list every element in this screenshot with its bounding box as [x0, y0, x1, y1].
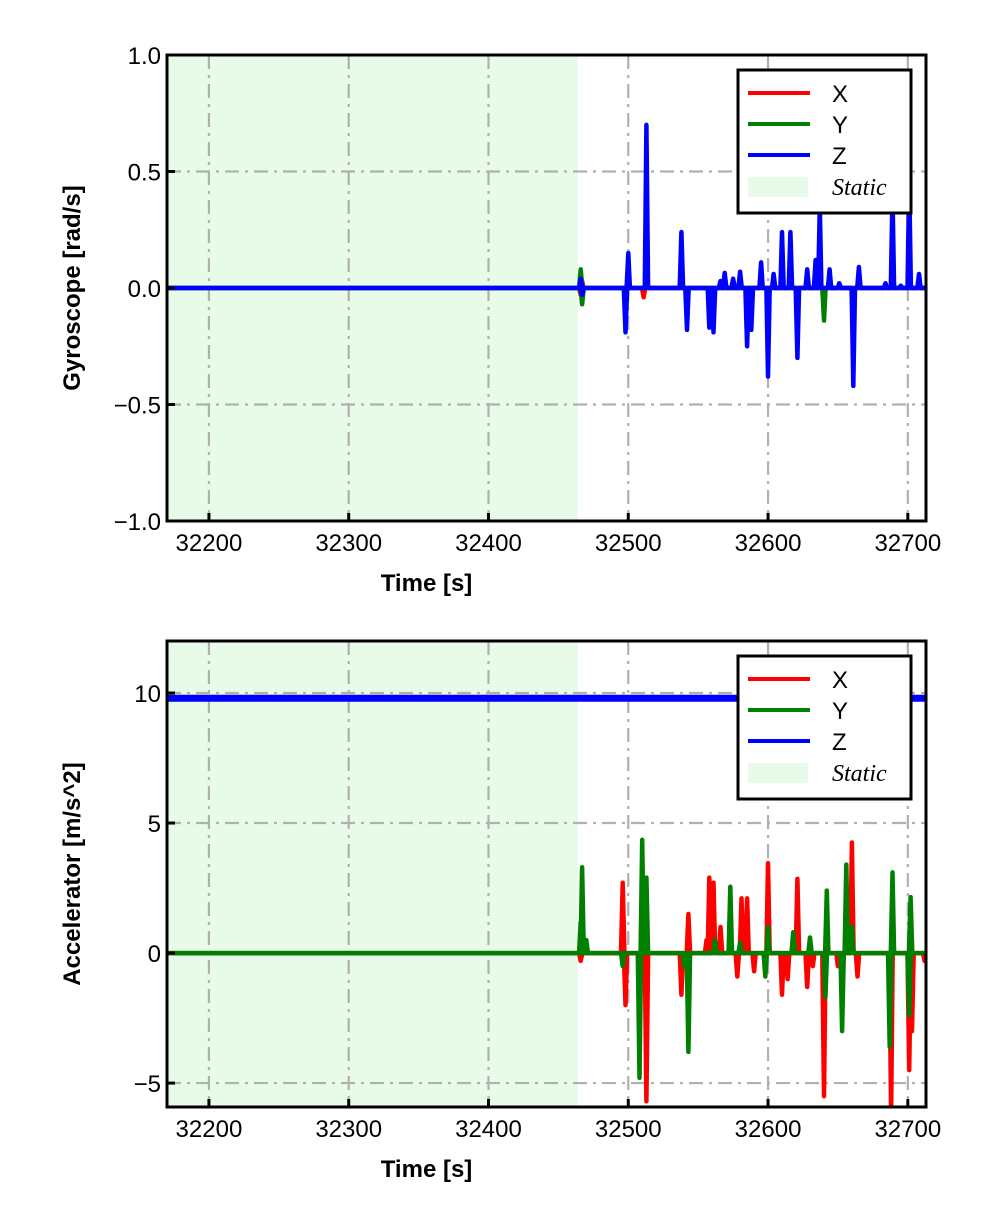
axes-frame: [165, 639, 928, 1109]
y-tick-label: 0.0: [128, 276, 161, 303]
x-axis-label: Time [s]: [381, 1156, 473, 1183]
x-tick-label: 32200: [176, 1116, 243, 1143]
x-tick-label: 32600: [735, 1116, 802, 1143]
legend-label-x: X: [832, 667, 848, 694]
x-tick-label: 32300: [315, 530, 382, 557]
y-axis-label: Gyroscope [rad/s]: [59, 185, 86, 390]
legend-label-z: Z: [832, 143, 847, 170]
legend-label-y: Y: [832, 112, 848, 139]
legend-label-y: Y: [832, 698, 848, 725]
x-axis-label: Time [s]: [381, 570, 473, 597]
static-region: [167, 641, 578, 1107]
legend-label-z: Z: [832, 729, 847, 756]
y-tick-label: 0.5: [128, 160, 161, 187]
series-line-y: [167, 837, 926, 1081]
x-tick-label: 32700: [874, 1116, 941, 1143]
gyroscope-chart: 32200 32300 32400 32500 32600 32700 1.0 0.5 0.0 −…: [59, 43, 941, 597]
legend-swatch-static: [748, 177, 808, 197]
x-tick-label: 32400: [455, 1116, 522, 1143]
series-line-y: [167, 267, 926, 323]
accelerometer-chart: 32200 32300 32400 32500 32600 32700 10 5 0 −5 Time…: [59, 639, 941, 1183]
x-tick-label: 32300: [315, 1116, 382, 1143]
y-axis-label: Accelerator [m/s^2]: [59, 762, 86, 985]
x-tick-label: 32700: [874, 530, 941, 557]
plot-area: [167, 55, 926, 521]
x-tick-label: 32600: [735, 530, 802, 557]
y-tick-label: 0: [148, 941, 161, 968]
y-tick-label: 1.0: [128, 43, 161, 70]
series-line-z: [167, 122, 926, 389]
legend-label-static: Static: [832, 761, 887, 787]
y-tick-label: −0.5: [114, 393, 161, 420]
legend: XYZ Static: [736, 654, 913, 801]
y-tick-label: −1.0: [114, 509, 161, 536]
x-tick-label: 32200: [176, 530, 243, 557]
legend-label-x: X: [832, 81, 848, 108]
y-tick-label: 5: [148, 811, 161, 838]
plot-area: [167, 641, 926, 1107]
x-tick-label: 32500: [595, 1116, 662, 1143]
legend-label-static: Static: [832, 175, 887, 201]
x-tick-label: 32400: [455, 530, 522, 557]
y-tick-label: −5: [134, 1071, 161, 1098]
legend-swatch-static: [748, 763, 808, 783]
x-tick-label: 32500: [595, 530, 662, 557]
legend: XYZ Static: [736, 68, 913, 215]
y-tick-label: 10: [134, 681, 161, 708]
